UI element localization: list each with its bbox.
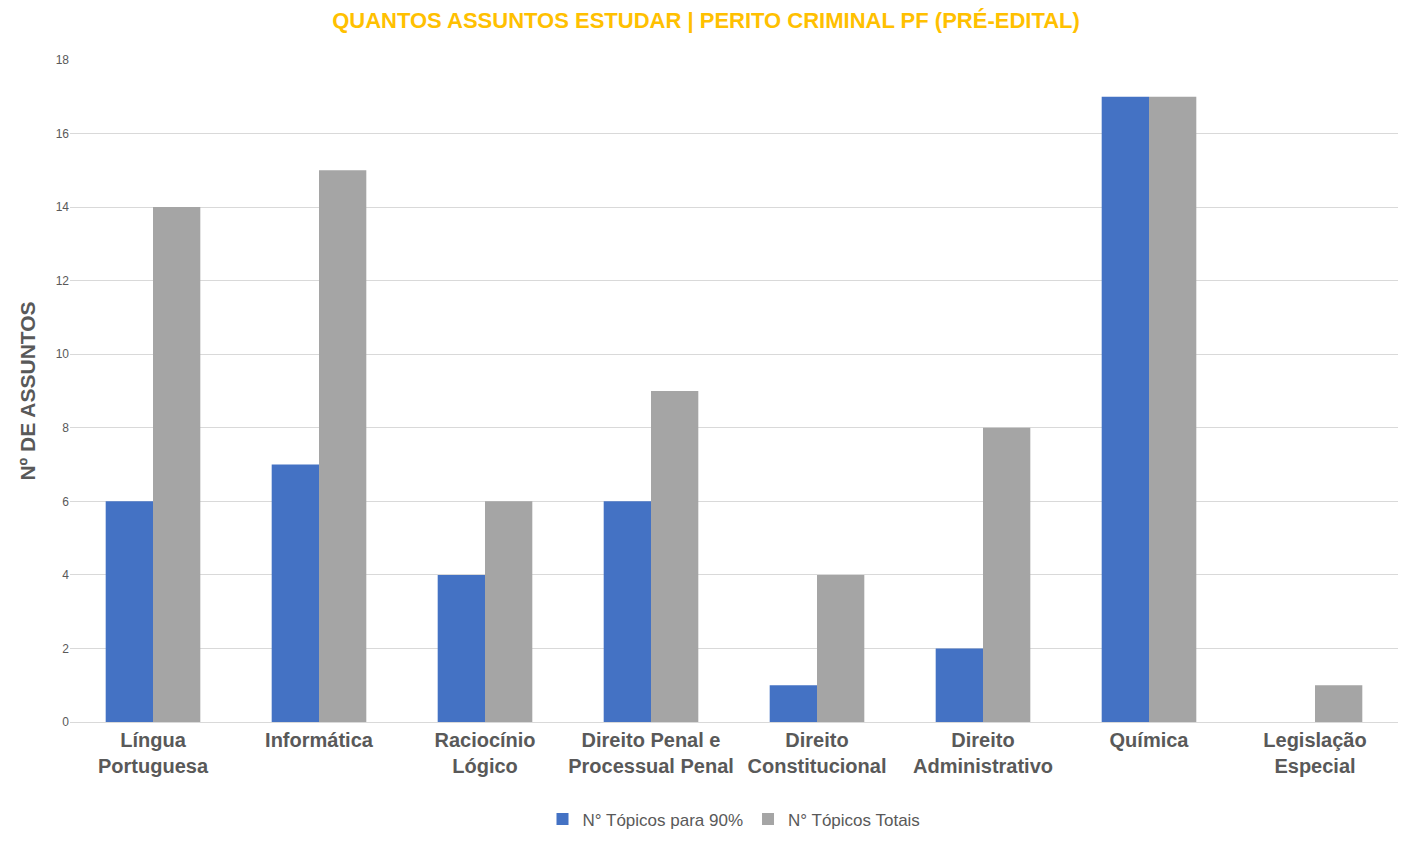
svg-text:Informática: Informática (265, 729, 374, 751)
svg-text:6: 6 (62, 495, 69, 509)
svg-text:2: 2 (62, 642, 69, 656)
svg-text:RaciocínioLógico: RaciocínioLógico (434, 729, 535, 777)
svg-text:8: 8 (62, 421, 69, 435)
svg-text:18: 18 (56, 53, 70, 67)
svg-text:DireitoAdministrativo: DireitoAdministrativo (913, 729, 1053, 777)
svg-text:N° Tópicos Totais: N° Tópicos Totais (788, 811, 920, 830)
svg-text:N° Tópicos para 90%: N° Tópicos para 90% (583, 811, 744, 830)
svg-text:LínguaPortuguesa: LínguaPortuguesa (98, 729, 209, 777)
svg-text:14: 14 (56, 200, 70, 214)
svg-text:Direito Penal eProcessual Pena: Direito Penal eProcessual Penal (568, 729, 734, 777)
svg-text:QUANTOS ASSUNTOS ESTUDAR | PER: QUANTOS ASSUNTOS ESTUDAR | PERITO CRIMIN… (332, 8, 1080, 33)
svg-text:DireitoConstitucional: DireitoConstitucional (748, 729, 887, 777)
svg-text:10: 10 (56, 347, 70, 361)
svg-text:LegislaçãoEspecial: LegislaçãoEspecial (1263, 729, 1366, 777)
svg-text:16: 16 (56, 127, 70, 141)
svg-text:Nº DE ASSUNTOS: Nº DE ASSUNTOS (16, 301, 39, 480)
svg-text:4: 4 (62, 568, 69, 582)
svg-text:Química: Química (1110, 729, 1190, 751)
svg-text:0: 0 (62, 715, 69, 729)
svg-text:12: 12 (56, 274, 70, 288)
